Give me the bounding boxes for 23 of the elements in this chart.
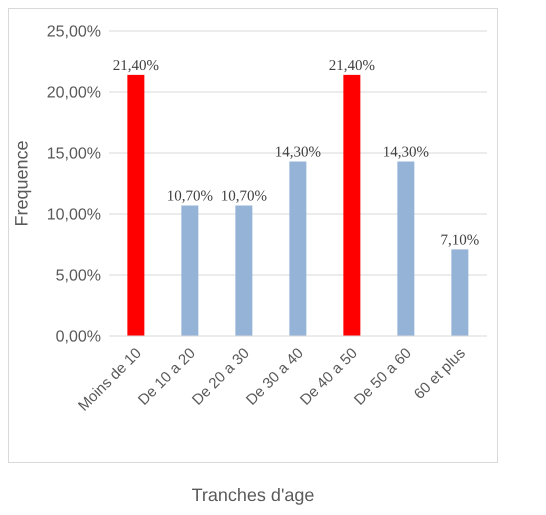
y-tick-label: 20,00% [46,84,101,102]
data-label: 14,30% [274,144,321,161]
y-tick-label: 15,00% [46,146,101,163]
data-label: 10,70% [220,188,267,204]
data-label: 14,30% [382,144,429,161]
x-tick-label: 60 et plus [410,344,469,403]
bar [343,74,360,336]
bar [289,162,306,336]
data-label: 10,70% [166,188,213,204]
y-axis-title: Frequence [11,140,32,227]
y-tick-label: 10,00% [46,206,101,224]
y-tick-label: 25,00% [46,24,101,41]
bar [127,74,144,336]
y-tick-label: 5,00% [56,268,101,285]
y-tick-label: 0,00% [56,328,101,346]
bar [181,205,198,336]
bar [451,249,468,336]
data-label: 7,10% [440,232,480,248]
bar [235,205,252,336]
data-label: 21,40% [328,58,375,74]
bar [397,162,414,336]
data-label: 21,40% [112,58,159,74]
x-axis-title: Tranches d'age [190,485,316,506]
